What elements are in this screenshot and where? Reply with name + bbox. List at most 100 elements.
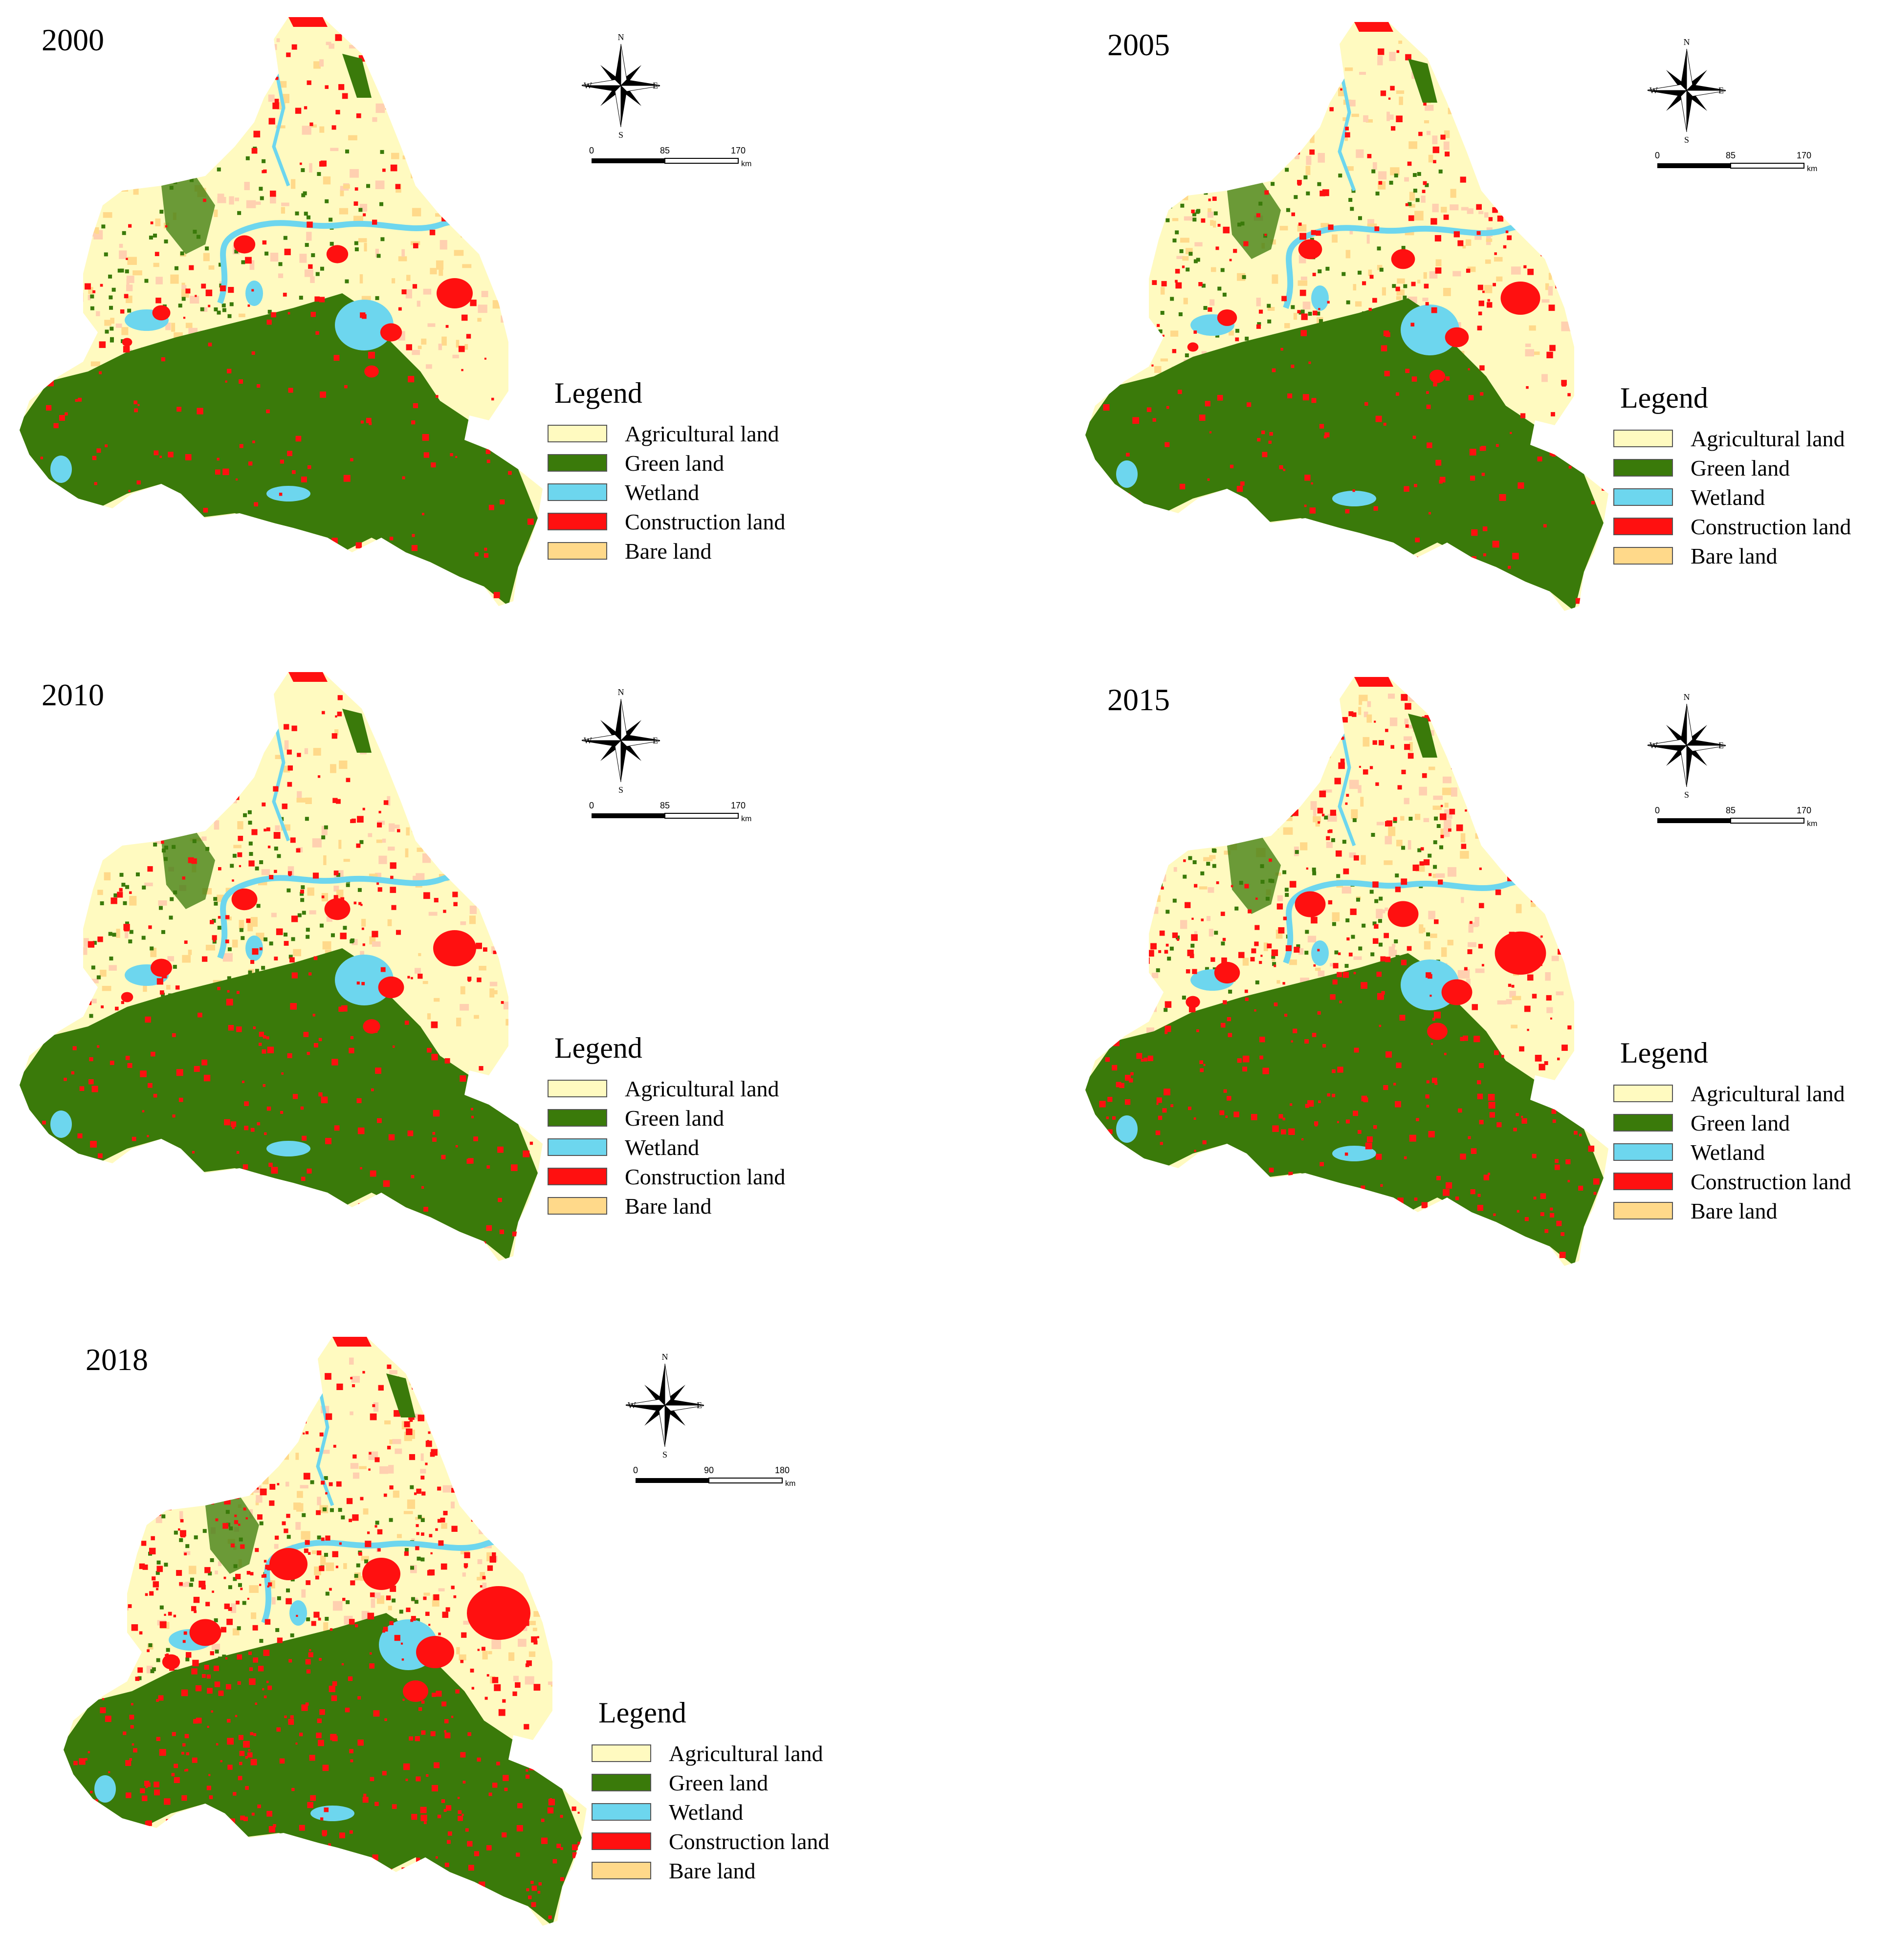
legend: Legend Agricultural land Green land Wetlan… <box>1613 381 1891 570</box>
compass-n: N <box>1684 692 1690 702</box>
land-use-map <box>20 672 543 1261</box>
legend-label: Construction land <box>1691 514 1851 539</box>
legend-title: Legend <box>598 1697 686 1729</box>
legend-swatch <box>548 1197 607 1215</box>
coastal-construction <box>1354 677 1393 687</box>
scale-bar: 0 85 170 km <box>1655 151 1817 173</box>
lake-south <box>1332 491 1376 506</box>
canal <box>272 58 290 187</box>
panel-year: 2000 <box>42 22 104 57</box>
legend-swatch <box>592 1803 651 1821</box>
lake-south <box>310 1806 354 1821</box>
canal <box>272 713 290 842</box>
coastal-green-strip <box>342 709 372 753</box>
green-land-area <box>1085 953 1604 1266</box>
legend-label: Wetland <box>1691 1139 1765 1165</box>
legend-label: Bare land <box>1691 1198 1778 1223</box>
north-arrow: N S W E <box>1648 37 1726 145</box>
map-panel-2005: 2005 N S W E 0 85 1 <box>1066 5 1891 645</box>
coastal-construction <box>332 1337 372 1347</box>
legend-title: Legend <box>554 1032 642 1064</box>
legend-swatch <box>592 1774 651 1791</box>
legend-item: Wetland <box>1613 1137 1891 1167</box>
lake-small <box>1311 940 1329 966</box>
lake-southwest <box>94 1775 116 1803</box>
lake-south <box>266 1141 310 1156</box>
coastal-construction <box>288 672 328 682</box>
legend-swatch <box>1613 430 1673 447</box>
lake-small <box>289 1600 307 1626</box>
scale-bar: 0 85 170 km <box>589 146 751 168</box>
northwest-green-patch <box>1227 181 1281 259</box>
legend-item: Bare land <box>592 1856 904 1885</box>
north-arrow: N S W E <box>582 32 660 140</box>
green-land-area <box>64 1613 582 1926</box>
land-use-map <box>1085 677 1608 1266</box>
legend-item: Construction land <box>592 1827 904 1856</box>
scale-tick-0: 0 <box>633 1465 638 1475</box>
map-panel-2000: 2000 N S W E 0 85 1 <box>0 0 944 640</box>
compass-s: S <box>618 785 623 795</box>
map-panel-2010: 2010 N S W E 0 85 1 <box>0 655 944 1295</box>
scale-tick-1: 85 <box>660 801 670 810</box>
legend-swatch <box>1613 1143 1673 1161</box>
canal <box>1338 718 1356 847</box>
lake-southwest <box>1116 1115 1138 1143</box>
legend-item: Agricultural land <box>1613 424 1891 453</box>
coastal-construction <box>288 17 328 27</box>
legend: Legend Agricultural land Green land Wetlan… <box>548 376 860 566</box>
legend-label: Agricultural land <box>669 1741 823 1766</box>
canal <box>1338 63 1356 192</box>
land-use-map <box>1085 22 1608 611</box>
legend-swatch <box>1613 518 1673 535</box>
compass-n: N <box>618 32 624 42</box>
legend-item: Agricultural land <box>548 1074 860 1103</box>
coastal-green-strip <box>1408 714 1437 758</box>
compass-e: E <box>1718 740 1724 750</box>
legend: Legend Agricultural land Green land Wetlan… <box>592 1696 904 1885</box>
scale-unit: km <box>741 160 751 168</box>
legend-item: Green land <box>592 1768 904 1797</box>
scale-tick-2: 170 <box>731 146 746 155</box>
legend-label: Agricultural land <box>625 421 779 446</box>
canal <box>316 1378 334 1506</box>
legend-swatch <box>548 513 607 530</box>
lake-southwest <box>50 1111 72 1138</box>
scale-tick-1: 85 <box>1726 806 1736 815</box>
legend-label: Bare land <box>1691 543 1778 568</box>
compass-e: E <box>653 81 658 90</box>
scale-tick-0: 0 <box>1655 806 1660 815</box>
legend-swatch <box>548 483 607 501</box>
coastal-green-strip <box>342 54 372 98</box>
legend-label: Green land <box>625 1105 725 1131</box>
scale-unit: km <box>1807 165 1817 173</box>
legend-label: Wetland <box>1691 484 1765 510</box>
legend: Legend Agricultural land Green land Wetlan… <box>548 1031 860 1220</box>
scale-tick-1: 90 <box>704 1465 714 1475</box>
northwest-green-patch <box>205 1496 259 1574</box>
legend-label: Agricultural land <box>1691 426 1845 451</box>
legend-item: Wetland <box>548 478 860 507</box>
compass-s: S <box>1684 135 1689 145</box>
legend-item: Bare land <box>1613 1196 1891 1225</box>
scale-bar: 0 90 180 km <box>633 1465 795 1488</box>
scale-bar: 0 85 170 km <box>589 801 751 823</box>
scale-bar: 0 85 170 km <box>1655 806 1817 828</box>
legend-label: Agricultural land <box>1691 1081 1845 1106</box>
compass-s: S <box>1684 790 1689 800</box>
land-use-map <box>64 1337 587 1926</box>
scale-unit: km <box>1807 820 1817 828</box>
legend-item: Agricultural land <box>548 419 860 448</box>
north-arrow: N S W E <box>626 1352 704 1459</box>
legend-swatch <box>1613 1173 1673 1190</box>
lake-southwest <box>1116 460 1138 488</box>
legend-swatch <box>1613 1085 1673 1102</box>
legend-swatch <box>548 1080 607 1097</box>
legend-label: Construction land <box>1691 1169 1851 1194</box>
lake-large <box>335 300 394 350</box>
northwest-green-patch <box>161 176 215 254</box>
panel-year: 2018 <box>86 1342 148 1377</box>
legend-item: Construction land <box>1613 1167 1891 1196</box>
legend-label: Wetland <box>625 479 700 505</box>
lake-small <box>245 281 263 306</box>
